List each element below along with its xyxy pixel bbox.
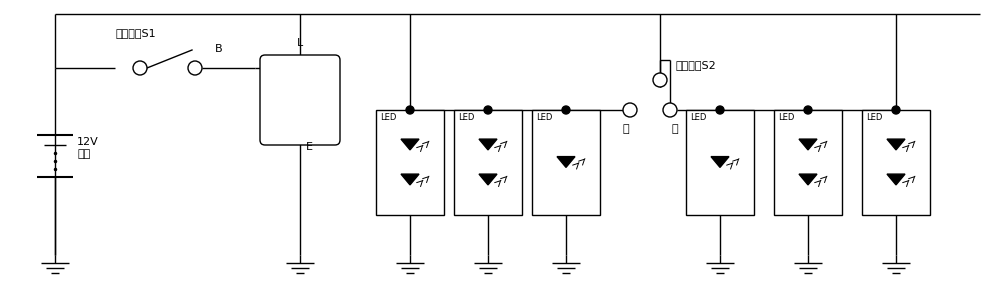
Circle shape [562,106,570,114]
Bar [454,110,522,214]
Circle shape [804,106,812,114]
Bar [774,110,842,214]
Circle shape [663,103,677,117]
Polygon shape [401,139,419,150]
Circle shape [484,106,492,114]
Circle shape [623,103,637,117]
Polygon shape [799,139,817,150]
Text: LED: LED [458,114,474,123]
Text: 电源: 电源 [77,149,90,159]
Text: E: E [306,142,313,152]
Text: 右: 右 [672,124,679,134]
Polygon shape [401,174,419,185]
Circle shape [892,106,900,114]
Text: L: L [297,38,303,48]
Circle shape [406,106,414,114]
Circle shape [133,61,147,75]
Polygon shape [711,157,729,167]
Bar [376,110,444,214]
Text: 左: 左 [623,124,629,134]
Polygon shape [479,139,497,150]
Circle shape [716,106,724,114]
Polygon shape [557,157,575,167]
Text: LED: LED [778,114,794,123]
FancyBboxPatch shape [260,55,340,145]
Text: 电源开关S1: 电源开关S1 [115,28,156,38]
Polygon shape [887,139,905,150]
Bar [532,110,600,214]
Circle shape [188,61,202,75]
Polygon shape [479,174,497,185]
Text: LED: LED [536,114,552,123]
Bar [686,110,754,214]
Text: LED: LED [380,114,396,123]
Bar [862,110,930,214]
Text: LED: LED [690,114,706,123]
Text: 12V: 12V [77,137,99,147]
Circle shape [653,73,667,87]
Polygon shape [799,174,817,185]
Text: 电源开关S2: 电源开关S2 [675,60,716,70]
Polygon shape [887,174,905,185]
Text: B: B [215,44,223,54]
Text: LED: LED [866,114,882,123]
